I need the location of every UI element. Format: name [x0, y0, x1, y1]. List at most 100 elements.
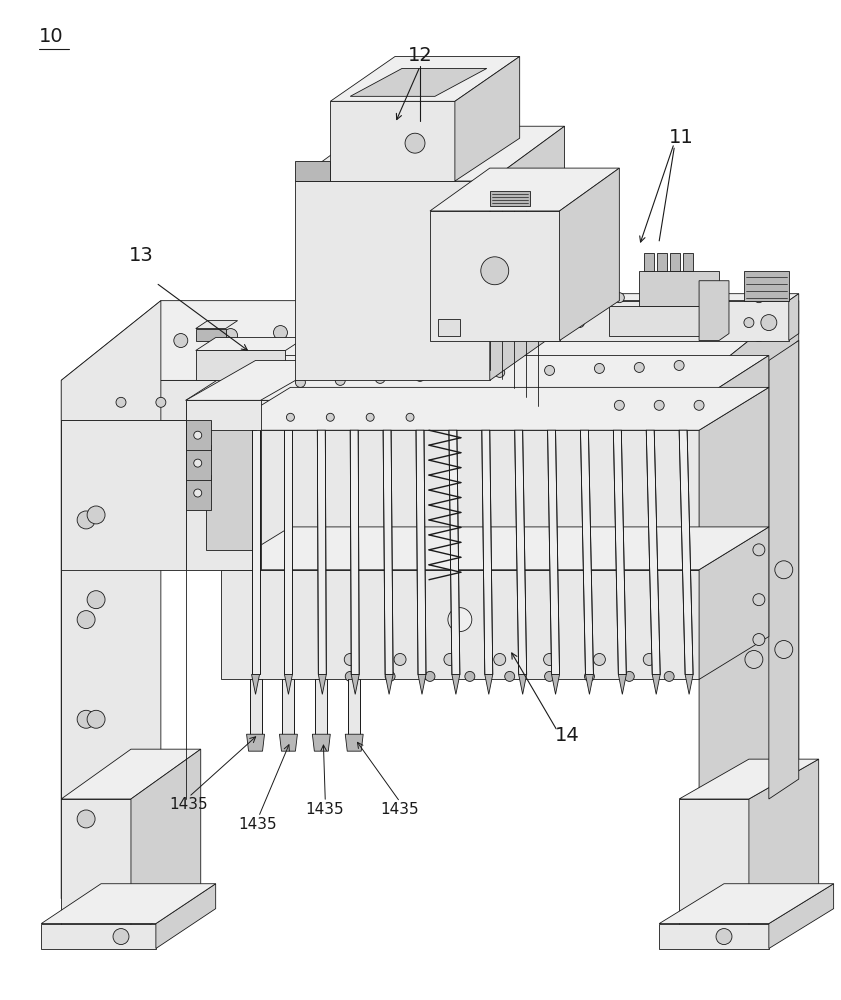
Polygon shape	[484, 674, 493, 694]
Circle shape	[375, 373, 385, 383]
Polygon shape	[585, 674, 594, 694]
Circle shape	[672, 316, 686, 330]
Circle shape	[246, 413, 255, 421]
Polygon shape	[769, 341, 799, 799]
Circle shape	[448, 608, 472, 632]
Polygon shape	[317, 430, 326, 674]
Circle shape	[87, 710, 105, 728]
Polygon shape	[659, 924, 769, 949]
Circle shape	[525, 318, 535, 328]
Circle shape	[116, 397, 126, 407]
Polygon shape	[331, 101, 455, 181]
Polygon shape	[685, 674, 693, 694]
Circle shape	[455, 369, 465, 379]
Circle shape	[545, 671, 554, 681]
Circle shape	[465, 671, 475, 681]
Polygon shape	[680, 430, 693, 674]
Polygon shape	[430, 168, 619, 211]
Polygon shape	[416, 430, 426, 674]
Polygon shape	[196, 329, 225, 341]
Circle shape	[87, 591, 105, 609]
Circle shape	[77, 710, 95, 728]
Circle shape	[287, 413, 294, 421]
Circle shape	[406, 413, 414, 421]
Polygon shape	[699, 301, 799, 420]
Text: 14: 14	[554, 726, 579, 745]
Polygon shape	[547, 430, 559, 674]
Polygon shape	[283, 679, 294, 739]
Polygon shape	[383, 430, 393, 674]
Circle shape	[495, 367, 505, 377]
Circle shape	[405, 133, 425, 153]
Text: 1435: 1435	[380, 802, 419, 817]
Circle shape	[595, 363, 605, 373]
Circle shape	[775, 561, 793, 579]
Polygon shape	[680, 759, 818, 799]
Polygon shape	[220, 430, 699, 570]
Text: 1435: 1435	[169, 797, 208, 812]
Polygon shape	[449, 430, 460, 674]
Polygon shape	[196, 350, 285, 380]
Polygon shape	[489, 301, 789, 341]
Circle shape	[573, 322, 586, 336]
Polygon shape	[699, 387, 769, 570]
Text: 11: 11	[669, 128, 694, 147]
Text: 12: 12	[408, 46, 432, 65]
Circle shape	[494, 653, 505, 665]
Text: 13: 13	[129, 246, 154, 265]
Polygon shape	[186, 360, 331, 400]
Polygon shape	[699, 527, 769, 679]
Polygon shape	[220, 387, 769, 430]
Polygon shape	[196, 338, 305, 350]
Circle shape	[753, 634, 764, 646]
Polygon shape	[331, 56, 520, 101]
Circle shape	[753, 594, 764, 606]
Polygon shape	[352, 674, 359, 694]
Polygon shape	[683, 253, 693, 271]
Circle shape	[444, 653, 456, 665]
Polygon shape	[455, 56, 520, 181]
Polygon shape	[430, 211, 559, 341]
Circle shape	[174, 334, 188, 348]
Circle shape	[574, 318, 584, 328]
Circle shape	[77, 511, 95, 529]
Circle shape	[643, 653, 655, 665]
Polygon shape	[186, 420, 211, 450]
Polygon shape	[749, 759, 818, 939]
Polygon shape	[350, 68, 487, 96]
Circle shape	[584, 671, 595, 681]
Circle shape	[196, 397, 206, 407]
Polygon shape	[618, 674, 627, 694]
Circle shape	[113, 929, 129, 945]
Polygon shape	[295, 161, 331, 181]
Polygon shape	[41, 924, 156, 949]
Circle shape	[634, 318, 644, 328]
Polygon shape	[61, 749, 201, 799]
Polygon shape	[580, 430, 594, 674]
Circle shape	[632, 318, 646, 332]
Polygon shape	[319, 674, 326, 694]
Circle shape	[714, 293, 724, 303]
Circle shape	[87, 506, 105, 524]
Polygon shape	[61, 380, 699, 420]
Polygon shape	[489, 126, 564, 380]
Polygon shape	[789, 294, 799, 341]
Polygon shape	[552, 674, 559, 694]
Circle shape	[594, 653, 606, 665]
Polygon shape	[186, 475, 211, 510]
Polygon shape	[315, 679, 327, 739]
Polygon shape	[251, 430, 260, 674]
Circle shape	[193, 459, 202, 467]
Circle shape	[624, 671, 634, 681]
Text: 1435: 1435	[239, 817, 278, 832]
Polygon shape	[61, 301, 799, 380]
Polygon shape	[206, 430, 256, 550]
Polygon shape	[489, 191, 530, 206]
Circle shape	[273, 326, 288, 340]
Circle shape	[77, 611, 95, 629]
Polygon shape	[519, 674, 526, 694]
Circle shape	[326, 413, 334, 421]
Polygon shape	[699, 281, 729, 341]
Polygon shape	[186, 445, 211, 480]
Polygon shape	[279, 734, 298, 751]
